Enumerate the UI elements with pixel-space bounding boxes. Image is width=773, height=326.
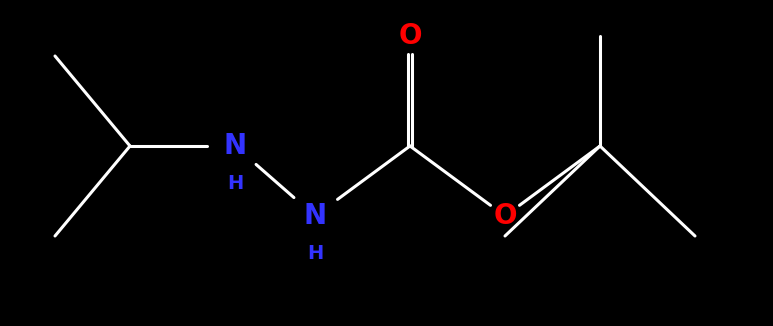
Text: N: N: [223, 132, 247, 160]
Text: H: H: [226, 174, 243, 193]
Text: H: H: [307, 244, 323, 263]
Text: O: O: [398, 22, 422, 50]
Text: O: O: [493, 202, 516, 230]
Text: N: N: [304, 202, 326, 230]
